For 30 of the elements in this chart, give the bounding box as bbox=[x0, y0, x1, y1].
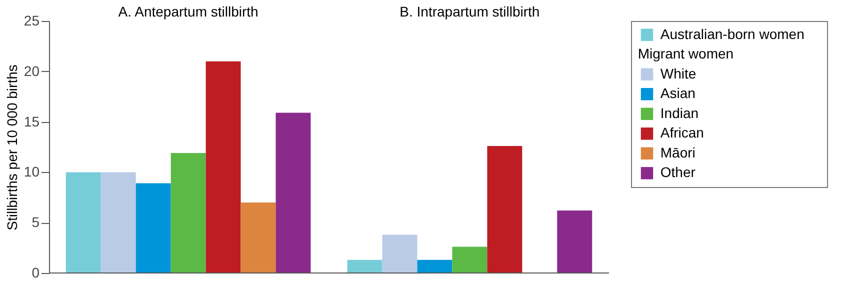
bar bbox=[452, 246, 488, 273]
y-axis-title: Stillbirths per 10 000 births bbox=[4, 64, 20, 230]
bar bbox=[136, 183, 171, 273]
bar bbox=[276, 112, 311, 273]
y-tick-label: 5 bbox=[32, 214, 40, 230]
bar bbox=[382, 234, 418, 273]
legend-label: Asian bbox=[660, 85, 696, 102]
y-tick-label: 25 bbox=[24, 12, 40, 28]
bar bbox=[66, 172, 101, 273]
legend-label: White bbox=[660, 65, 696, 82]
bar bbox=[100, 172, 136, 273]
legend-label: Indian bbox=[660, 104, 699, 121]
y-tick-label: 15 bbox=[24, 113, 40, 130]
legend-title: Migrant women bbox=[638, 46, 734, 62]
bar bbox=[487, 146, 522, 273]
bar bbox=[417, 260, 452, 273]
bar bbox=[206, 61, 241, 273]
legend-label: Māori bbox=[660, 144, 696, 160]
y-tick-label: 0 bbox=[32, 264, 40, 280]
bar bbox=[347, 260, 382, 273]
bar bbox=[170, 153, 206, 273]
legend-label: African bbox=[660, 124, 704, 141]
bar bbox=[557, 210, 592, 273]
y-tick-label: 10 bbox=[24, 164, 40, 180]
x-tick-label: A. Antepartum stillbirth bbox=[118, 4, 258, 20]
y-tick-label: 20 bbox=[24, 62, 40, 79]
x-tick-label: B. Intrapartum stillbirth bbox=[400, 4, 540, 20]
bar bbox=[240, 202, 276, 273]
legend-label: Other bbox=[660, 164, 696, 180]
legend-label: Australian-born women bbox=[660, 26, 804, 42]
